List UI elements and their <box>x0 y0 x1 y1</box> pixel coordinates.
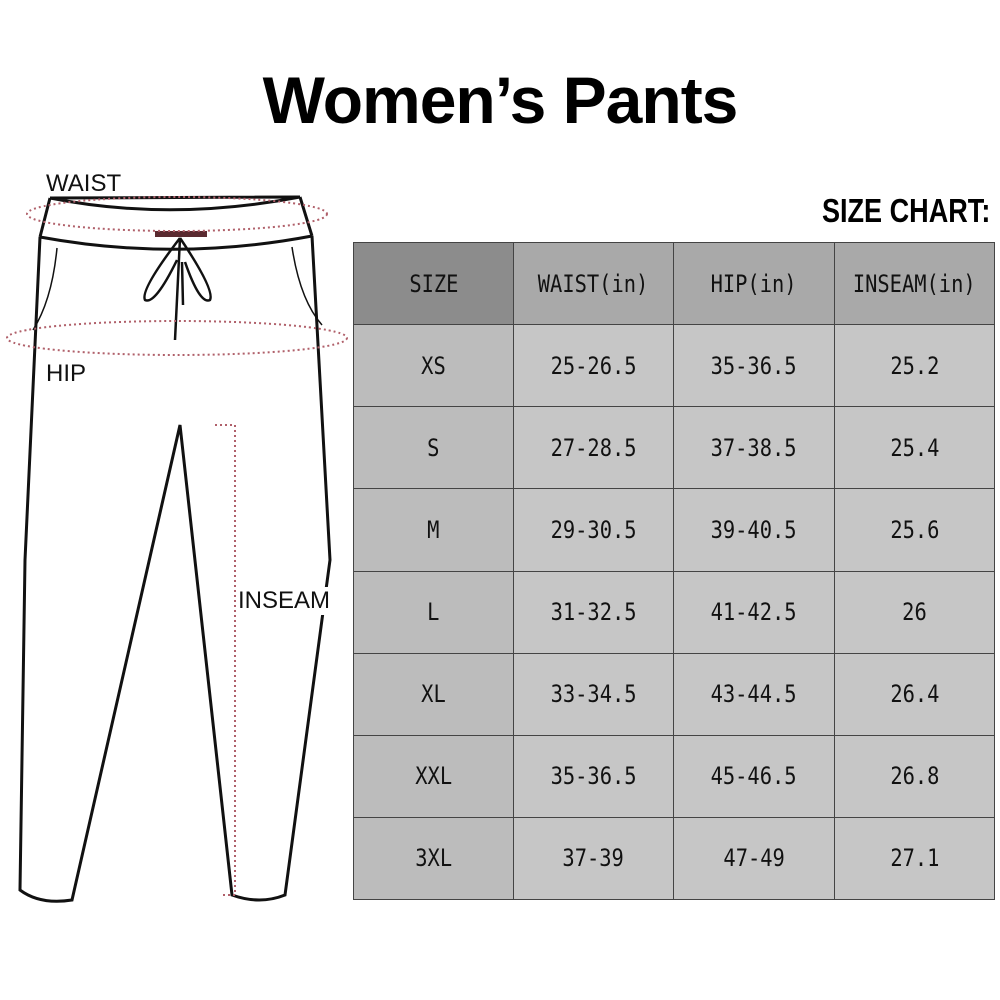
table-cell: 37-39 <box>513 816 674 901</box>
table-cell: 25-26.5 <box>513 324 674 408</box>
table-header-row: SIZE WAIST(in) HIP(in) INSEAM(in) <box>353 241 995 326</box>
size-table: SIZE WAIST(in) HIP(in) INSEAM(in) XS 25-2… <box>353 241 995 901</box>
page-title: Women’s Pants <box>262 63 739 137</box>
table-row: 3XL 37-39 47-49 27.1 <box>353 816 995 901</box>
table-row: L 31-32.5 41-42.5 26 <box>353 570 995 654</box>
inseam-label: INSEAM <box>238 587 331 615</box>
table-cell: 25.2 <box>834 324 995 408</box>
table-cell: 26 <box>834 570 995 654</box>
table-cell: 31-32.5 <box>513 570 674 654</box>
table-row: XXL 35-36.5 45-46.5 26.8 <box>353 734 995 818</box>
table-cell: 26.4 <box>834 652 995 736</box>
table-cell: XXL <box>353 734 514 818</box>
table-cell: XL <box>353 652 514 736</box>
header-cell: INSEAM(in) <box>834 241 995 326</box>
header-cell: HIP(in) <box>673 241 835 326</box>
table-cell: M <box>353 488 514 572</box>
table-cell: 45-46.5 <box>673 734 835 818</box>
table-cell: 39-40.5 <box>673 488 835 572</box>
header-cell: SIZE <box>353 241 514 326</box>
pants-diagram <box>6 195 348 903</box>
table-cell: L <box>353 570 514 654</box>
table-cell: 33-34.5 <box>513 652 674 736</box>
table-cell: 27.1 <box>834 816 995 901</box>
table-row: M 29-30.5 39-40.5 25.6 <box>353 488 995 572</box>
table-cell: 37-38.5 <box>673 406 835 490</box>
table-cell: 25.4 <box>834 406 995 490</box>
table-cell: 26.8 <box>834 734 995 818</box>
table-cell: 47-49 <box>673 816 835 901</box>
table-cell: 29-30.5 <box>513 488 674 572</box>
waist-label: WAIST <box>46 170 122 197</box>
table-cell: 43-44.5 <box>673 652 835 736</box>
waist-measure-line <box>26 196 328 232</box>
table-cell: 41-42.5 <box>673 570 835 654</box>
hip-measure-line <box>6 320 348 356</box>
pants-outline <box>18 235 332 903</box>
table-row: XS 25-26.5 35-36.5 25.2 <box>353 324 995 408</box>
inseam-measure-line <box>215 424 236 896</box>
table-cell: 35-36.5 <box>513 734 674 818</box>
hip-label: HIP <box>46 360 87 387</box>
table-cell: 3XL <box>353 816 514 901</box>
table-cell: 35-36.5 <box>673 324 835 408</box>
size-chart-label: SIZE CHART: <box>821 192 990 229</box>
waistband-tab <box>155 231 207 237</box>
table-cell: S <box>353 406 514 490</box>
header-cell: WAIST(in) <box>513 241 674 326</box>
pocket-right <box>291 246 323 326</box>
table-cell: 27-28.5 <box>513 406 674 490</box>
pocket-left <box>32 247 58 331</box>
table-cell: XS <box>353 324 514 408</box>
table-row: S 27-28.5 37-38.5 25.4 <box>353 406 995 490</box>
table-cell: 25.6 <box>834 488 995 572</box>
drawstring <box>143 237 212 341</box>
table-row: XL 33-34.5 43-44.5 26.4 <box>353 652 995 736</box>
